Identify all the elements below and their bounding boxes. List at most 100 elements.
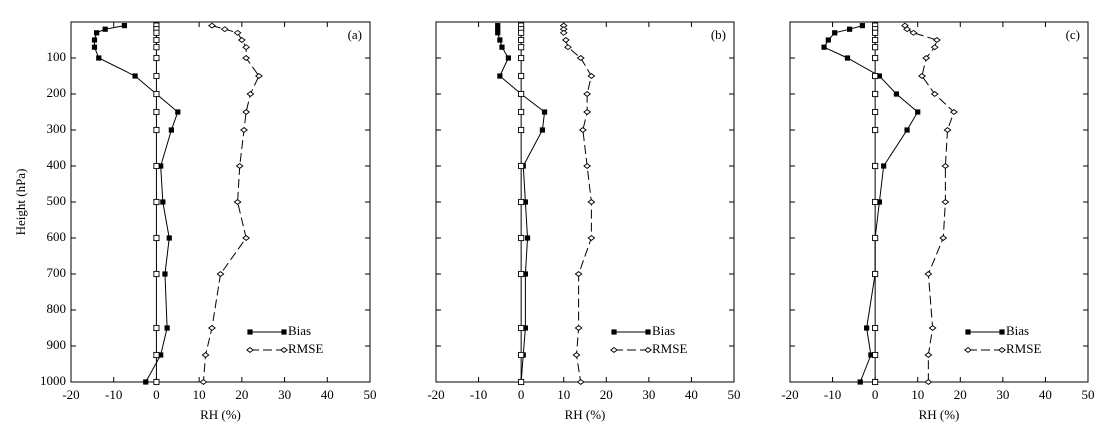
marker [893,91,900,97]
marker [153,126,160,134]
marker [928,325,937,331]
marker [153,378,160,386]
legend-marker [999,329,1005,335]
marker [924,352,933,358]
legend-label: Bias [288,323,311,338]
marker [930,91,939,97]
y-axis-label: Height (hPa) [13,169,28,236]
panel: -20 -10 0 10 20 30 40 50 (b) RH (%) Bias RMSE [427,21,741,422]
marker [158,163,164,169]
series-line [202,25,260,383]
marker [153,108,160,116]
marker [199,379,208,385]
legend-marker [645,329,651,335]
x-tick-label: 10 [911,387,924,402]
y-tick-label: 600 [47,229,67,244]
marker [900,22,909,29]
panel-label: (b) [711,27,726,42]
marker [132,73,138,79]
marker [583,163,592,169]
marker [518,324,525,332]
marker [518,108,525,116]
marker [153,270,160,278]
legend-marker [610,347,618,353]
marker [518,234,525,242]
marker [872,72,879,80]
marker [583,91,592,97]
marker [541,109,548,115]
x-tick-label: 50 [1082,387,1095,402]
x-tick-label: 30 [996,387,1009,402]
marker [220,26,229,33]
y-tick-label: 400 [47,157,67,172]
marker [876,199,882,205]
marker [518,72,525,80]
marker [242,55,251,61]
marker [505,55,511,61]
marker [153,324,160,332]
marker [872,198,879,206]
marker [857,379,863,385]
marker [518,90,525,98]
marker [872,351,879,359]
marker [587,235,596,241]
marker [872,324,879,332]
marker [578,127,587,133]
marker [583,109,592,115]
legend-marker [246,347,254,353]
x-tick-label: 0 [518,387,525,402]
marker [844,55,851,61]
marker [872,90,879,98]
plot-frame [70,21,371,383]
y-tick-label: 500 [47,193,67,208]
marker [847,26,853,32]
x-tick-label: 20 [954,387,967,402]
marker [904,127,910,133]
marker [872,54,879,62]
legend-label: RMSE [652,341,687,356]
marker [522,271,528,277]
marker [242,44,251,51]
marker [208,325,216,331]
marker [859,23,865,29]
legend-marker [611,329,617,335]
marker [233,29,242,36]
panel: -20 -10 0 10 20 30 40 50 (c) RH (%) Bias RMSE [781,21,1095,422]
x-tick-label: -10 [470,387,487,402]
marker [153,54,160,62]
marker [909,29,918,36]
marker [246,91,255,97]
x-tick-label: 0 [153,387,160,402]
marker [143,379,149,385]
legend-marker [644,347,652,353]
legend-label: Bias [1006,323,1029,338]
marker [522,325,528,331]
marker [153,36,160,44]
marker [924,379,933,385]
marker [572,352,581,358]
x-tick-label: 30 [278,387,291,402]
marker [518,162,525,170]
marker [872,378,879,386]
legend-marker [247,329,253,335]
marker [164,325,170,331]
x-tick-label: 50 [364,387,377,402]
marker [518,54,525,62]
marker [102,26,108,32]
marker [153,29,160,36]
x-tick-label: 20 [600,387,613,402]
marker [94,30,100,36]
x-axis-label: RH (%) [565,407,606,422]
x-tick-label: 50 [728,387,741,402]
marker [497,37,503,43]
marker [518,378,525,386]
legend-marker [964,347,972,353]
marker [235,163,244,169]
panel-label: (a) [348,27,362,42]
marker [518,29,525,36]
series-line [823,25,919,383]
marker [864,325,870,331]
x-tick-label: -10 [824,387,841,402]
marker [216,271,225,277]
